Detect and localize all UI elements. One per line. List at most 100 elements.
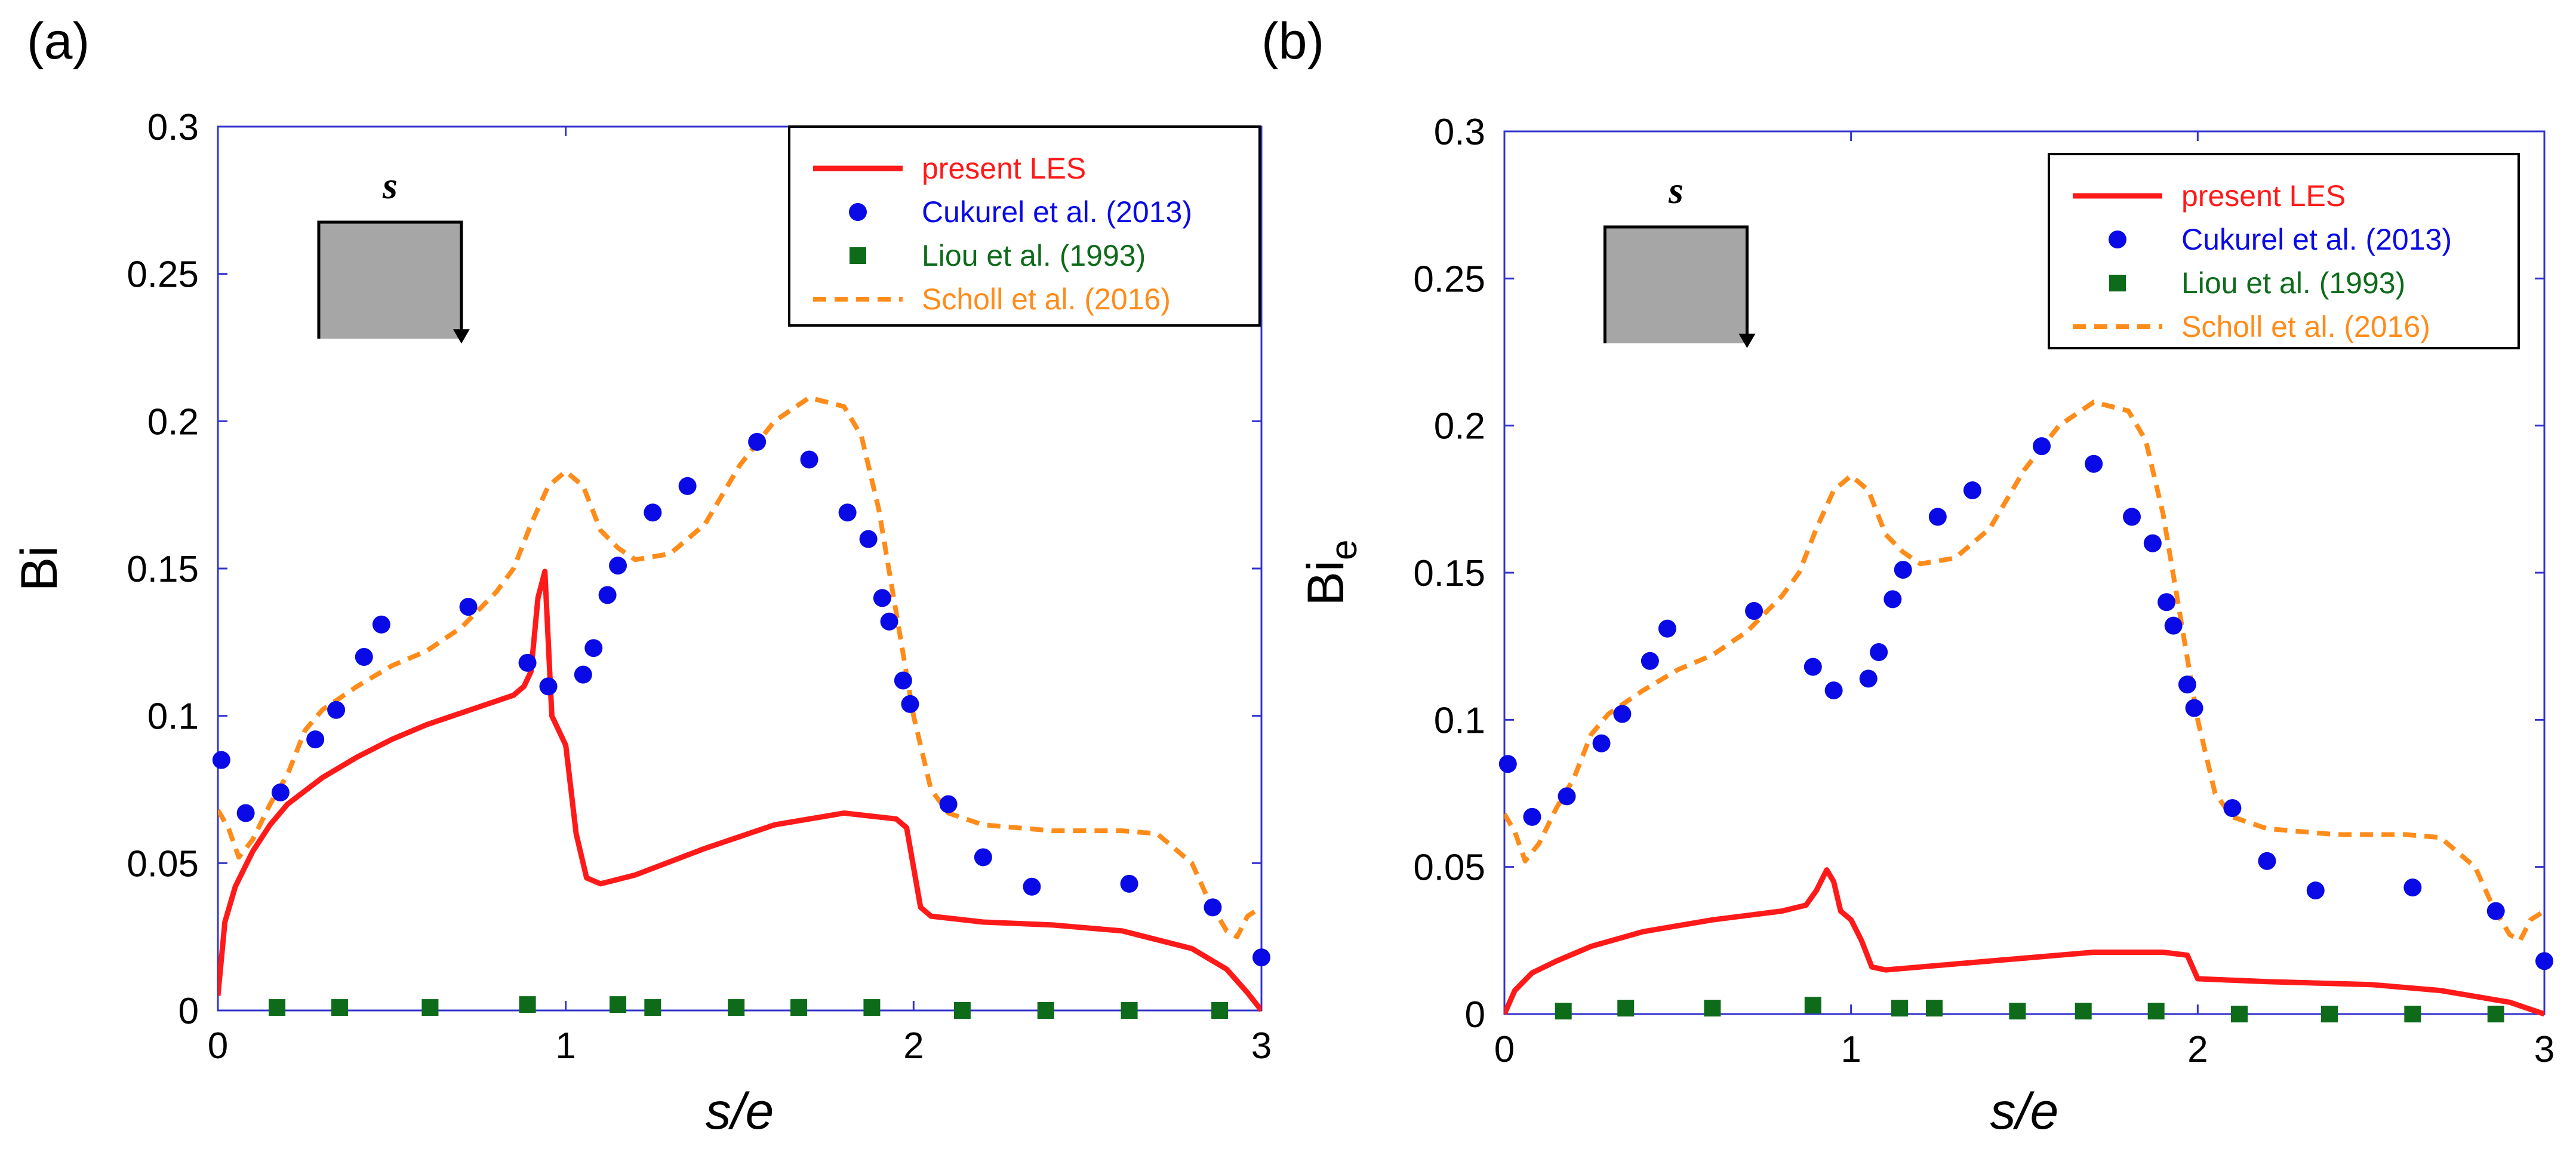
x-tick-label: 2 [903, 1025, 924, 1067]
cukurel-point [939, 795, 958, 813]
cukurel-point [678, 477, 697, 495]
liou-point [2147, 1003, 2165, 1020]
y-tick-label: 0.2 [147, 401, 199, 443]
cukurel-point [974, 848, 992, 867]
cukurel-point [1745, 602, 1764, 620]
cukurel-point [2033, 437, 2051, 456]
legend-entry-label: Cukurel et al. (2013) [922, 195, 1192, 229]
liou-point [2231, 1006, 2248, 1022]
liou-point [2009, 1003, 2026, 1020]
inset-rib-shape [1605, 227, 1747, 343]
legend: present LES Cukurel et al. (2013) Liou et … [788, 125, 1261, 327]
cukurel-point [1928, 508, 1947, 526]
panel-label: (b) [1261, 13, 1324, 70]
inset-s-label: s [382, 164, 398, 207]
panel-label: (a) [27, 13, 90, 70]
inset-rib-outline [317, 220, 463, 339]
cukurel-point [2403, 878, 2422, 897]
cukurel-point [1859, 669, 1878, 688]
cukurel-point [644, 503, 662, 522]
cukurel-point [518, 653, 537, 672]
cukurel-point [327, 701, 346, 719]
cukurel-point [880, 612, 898, 631]
cukurel-point [859, 530, 878, 548]
cukurel-point [894, 671, 912, 690]
liou-point [1121, 1002, 1138, 1019]
liou-point [1804, 997, 1821, 1014]
liou-point [1037, 1002, 1054, 1019]
liou-point [953, 1002, 971, 1019]
cukurel-point [1498, 755, 1517, 773]
cukurel-point [1023, 877, 1041, 896]
cukurel-point [2143, 534, 2162, 552]
cukurel-point [2178, 675, 2196, 694]
y-tick-label: 0 [178, 991, 199, 1032]
x-tick-label: 1 [555, 1025, 575, 1067]
cukurel-point [598, 586, 617, 604]
panel-b: (b) 0 0.05 0.1 0.15 0.2 0.25 0.3 0 1 2 3 s/e Bie s pres… [1261, 13, 2555, 1140]
data-layer [1504, 400, 2544, 1016]
y-tick-label: 0.25 [1413, 259, 1485, 300]
x-tick-label: 0 [208, 1025, 228, 1067]
cukurel-point [1641, 652, 1659, 670]
cukurel-point [1120, 874, 1138, 893]
y-tick-label: 0.25 [127, 254, 199, 296]
legend-entry-label: Scholl et al. (2016) [922, 282, 1171, 316]
x-tick-label: 1 [1841, 1029, 1861, 1070]
legend-entry-label: Liou et al. (1993) [922, 239, 1146, 272]
inset-rib-shape [318, 222, 461, 339]
liou-point [2487, 1006, 2504, 1022]
cukurel-point [212, 751, 230, 769]
cukurel-point [1252, 948, 1270, 967]
cukurel-point [2223, 799, 2242, 818]
cukurel-point [2158, 593, 2176, 612]
y-tick-label: 0 [1465, 994, 1485, 1036]
liou-point [790, 999, 808, 1016]
legend-entry-label: present LES [922, 152, 1086, 185]
panel-a: (a) 0 0.05 0.1 0.15 0.2 0.25 0.3 0 1 2 3 s/e Bi s prese… [11, 13, 1272, 1140]
cukurel-point [609, 557, 627, 575]
cukurel-point [574, 665, 592, 684]
cukurel-point [2306, 881, 2325, 900]
liou-point [331, 999, 348, 1016]
cukurel-point [2486, 902, 2505, 920]
cukurel-point [1894, 561, 1912, 579]
y-tick-label: 0.2 [1434, 406, 1485, 447]
legend-entry-label: present LES [2181, 179, 2346, 213]
cukurel-point [1824, 681, 1843, 700]
cukurel-point [901, 695, 919, 713]
liou-point [1891, 1000, 1908, 1017]
cukurel-point [2185, 699, 2203, 717]
liou-point [2320, 1006, 2338, 1022]
inset-rib-outline [1603, 225, 1749, 343]
scholl-dashed-line [1504, 400, 2544, 943]
legend-symbol-dot [849, 203, 867, 221]
liou-point [519, 996, 536, 1013]
cukurel-point [271, 783, 290, 801]
inset-arrow-icon [453, 329, 470, 344]
x-tick-label: 0 [1494, 1029, 1515, 1070]
legend-box [2048, 153, 2520, 349]
y-tick-label: 0.1 [147, 696, 199, 738]
cukurel-point [1592, 734, 1611, 752]
cukurel-point [1204, 898, 1222, 917]
liou-point [269, 999, 286, 1016]
liou-point [1555, 1003, 1572, 1020]
x-tick-label: 2 [2187, 1029, 2208, 1070]
legend-entry-label: Scholl et al. (2016) [2181, 310, 2430, 343]
cukurel-point [838, 503, 857, 522]
cukurel-point [2164, 616, 2183, 635]
cukurel-point [1870, 643, 1888, 662]
legend: present LES Cukurel et al. (2013) Liou et … [2048, 153, 2520, 349]
cukurel-point [1803, 658, 1822, 676]
legend-symbol-square [2109, 275, 2126, 291]
cukurel-point [1658, 619, 1676, 638]
liou-point [421, 999, 439, 1016]
cukurel-point [584, 639, 603, 658]
y-tick-label: 0.15 [127, 549, 199, 590]
y-tick-label: 0.05 [127, 843, 199, 884]
liou-point [728, 999, 745, 1016]
cukurel-point [539, 677, 558, 696]
cukurel-point [2123, 508, 2141, 526]
